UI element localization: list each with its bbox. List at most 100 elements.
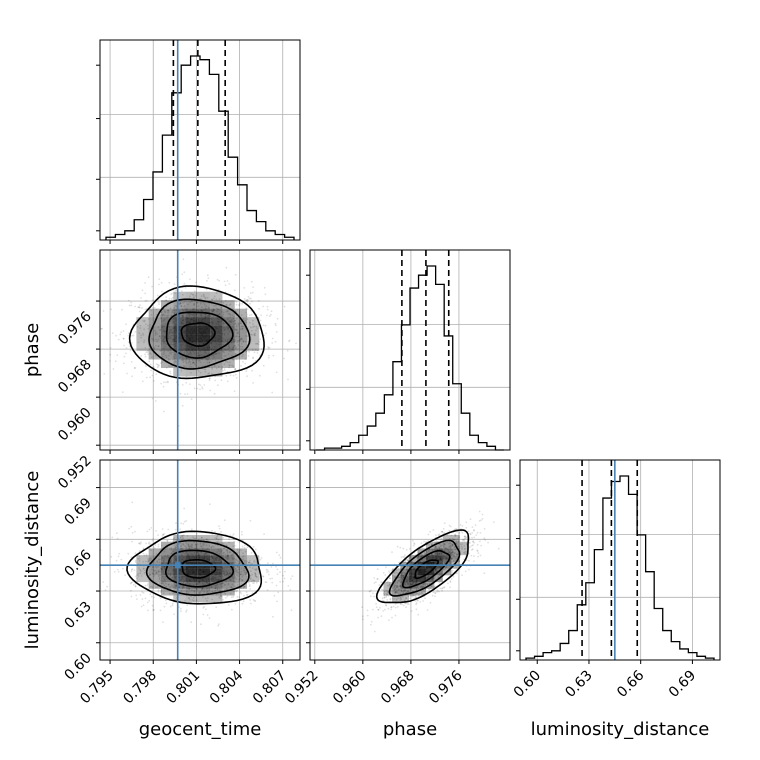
scatter-point	[424, 582, 427, 584]
scatter-point	[150, 557, 152, 560]
scatter-point	[275, 565, 277, 568]
scatter-point	[189, 361, 192, 363]
scatter-point	[397, 579, 400, 582]
scatter-point	[209, 389, 212, 392]
density-cell	[136, 568, 149, 576]
scatter-point	[152, 366, 155, 369]
scatter-point	[429, 530, 431, 533]
scatter-point	[138, 555, 141, 558]
density-cell	[222, 300, 235, 309]
scatter-point	[170, 293, 173, 296]
scatter-point	[110, 555, 113, 558]
scatter-point	[237, 322, 240, 325]
scatter-point	[232, 595, 235, 598]
scatter-point	[187, 361, 190, 364]
scatter-point	[174, 546, 177, 549]
scatter-point	[163, 605, 166, 608]
scatter-point	[245, 571, 248, 574]
scatter-point	[463, 548, 466, 550]
scatter-point	[251, 369, 254, 372]
scatter-point	[471, 531, 474, 534]
density-cell	[210, 548, 223, 556]
scatter-point	[458, 560, 461, 563]
scatter-point	[442, 546, 445, 548]
scatter-point	[463, 535, 466, 538]
scatter-point	[156, 333, 159, 336]
scatter-point	[240, 337, 243, 340]
scatter-point	[114, 360, 117, 362]
scatter-point	[191, 544, 194, 547]
scatter-point	[130, 361, 133, 363]
scatter-point	[377, 616, 379, 619]
scatter-point	[136, 574, 139, 577]
scatter-point	[403, 589, 405, 592]
scatter-point	[144, 597, 147, 600]
scatter-point	[181, 273, 184, 276]
scatter-point	[254, 572, 257, 575]
scatter-point	[200, 623, 202, 626]
scatter-point	[452, 551, 454, 554]
scatter-point	[134, 331, 137, 333]
scatter-point	[425, 550, 427, 553]
scatter-point	[127, 552, 130, 555]
scatter-point	[222, 301, 225, 304]
scatter-point	[449, 581, 452, 583]
scatter-point	[400, 590, 403, 592]
scatter-point	[394, 582, 397, 584]
scatter-point	[163, 584, 166, 587]
scatter-point	[451, 555, 453, 557]
scatter-point	[428, 544, 431, 546]
scatter-point	[239, 322, 242, 325]
scatter-point	[399, 588, 402, 591]
scatter-point	[140, 570, 142, 572]
scatter-point	[223, 363, 226, 366]
scatter-point	[248, 350, 250, 353]
scatter-point	[283, 577, 286, 580]
scatter-point	[179, 528, 182, 530]
scatter-point	[368, 590, 371, 593]
scatter-point	[194, 537, 197, 540]
density-cell	[173, 595, 186, 603]
scatter-point	[422, 600, 424, 602]
density-cell	[160, 555, 174, 562]
contour-2	[388, 539, 461, 597]
scatter-point	[214, 589, 217, 592]
scatter-point	[461, 531, 464, 534]
scatter-point	[166, 540, 169, 542]
scatter-point	[477, 555, 479, 558]
scatter-point	[157, 301, 160, 304]
scatter-point	[428, 582, 431, 585]
scatter-point	[443, 522, 446, 524]
scatter-point	[222, 369, 225, 372]
scatter-point	[439, 587, 442, 590]
scatter-point	[225, 597, 227, 599]
scatter-point	[415, 588, 418, 591]
density-cell	[234, 555, 248, 562]
scatter-point	[159, 609, 162, 612]
density-cell	[451, 535, 460, 542]
scatter-point	[445, 566, 448, 569]
scatter-point	[428, 582, 431, 585]
scatter-point	[436, 589, 439, 592]
scatter-point	[392, 605, 395, 608]
scatter-point	[257, 300, 260, 302]
scatter-point	[398, 585, 401, 587]
scatter-point	[463, 545, 466, 547]
density-cell	[234, 325, 248, 335]
scatter-point	[220, 306, 223, 309]
scatter-point	[160, 313, 163, 316]
scatter-point	[443, 561, 446, 564]
scatter-point	[463, 538, 466, 541]
scatter-point	[216, 534, 219, 537]
scatter-point	[202, 613, 205, 616]
scatter-point	[151, 566, 154, 569]
scatter-point	[451, 538, 454, 540]
scatter-point	[457, 553, 459, 556]
scatter-point	[174, 289, 177, 292]
scatter-point	[142, 320, 145, 322]
scatter-point	[388, 581, 391, 584]
scatter-point	[238, 596, 241, 598]
scatter-point	[165, 299, 168, 302]
scatter-point	[205, 305, 208, 307]
scatter-point	[448, 529, 451, 532]
